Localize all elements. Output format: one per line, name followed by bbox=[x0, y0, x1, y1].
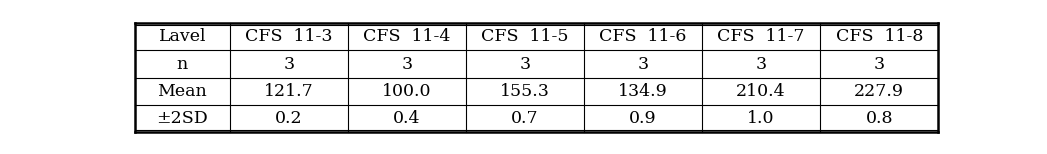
Text: CFS  11-4: CFS 11-4 bbox=[363, 28, 450, 45]
Text: n: n bbox=[177, 56, 188, 73]
Text: 121.7: 121.7 bbox=[264, 83, 314, 100]
Text: 0.7: 0.7 bbox=[511, 110, 539, 127]
Text: 0.4: 0.4 bbox=[393, 110, 421, 127]
Text: CFS  11-8: CFS 11-8 bbox=[836, 28, 922, 45]
Text: Lavel: Lavel bbox=[158, 28, 206, 45]
Text: 1.0: 1.0 bbox=[748, 110, 775, 127]
Text: 0.8: 0.8 bbox=[866, 110, 893, 127]
Text: 155.3: 155.3 bbox=[500, 83, 550, 100]
Text: 134.9: 134.9 bbox=[618, 83, 668, 100]
Text: Mean: Mean bbox=[157, 83, 207, 100]
Text: 3: 3 bbox=[638, 56, 648, 73]
Text: 3: 3 bbox=[519, 56, 531, 73]
Text: CFS  11-6: CFS 11-6 bbox=[599, 28, 687, 45]
Text: 100.0: 100.0 bbox=[382, 83, 431, 100]
Text: 3: 3 bbox=[283, 56, 294, 73]
Text: 3: 3 bbox=[873, 56, 885, 73]
Text: 0.9: 0.9 bbox=[629, 110, 656, 127]
Text: 227.9: 227.9 bbox=[854, 83, 905, 100]
Text: CFS  11-7: CFS 11-7 bbox=[717, 28, 805, 45]
Text: CFS  11-5: CFS 11-5 bbox=[482, 28, 569, 45]
Text: 3: 3 bbox=[401, 56, 413, 73]
Text: 0.2: 0.2 bbox=[275, 110, 303, 127]
Text: 210.4: 210.4 bbox=[736, 83, 786, 100]
Text: ±2SD: ±2SD bbox=[156, 110, 208, 127]
Text: 3: 3 bbox=[756, 56, 766, 73]
Text: CFS  11-3: CFS 11-3 bbox=[245, 28, 333, 45]
